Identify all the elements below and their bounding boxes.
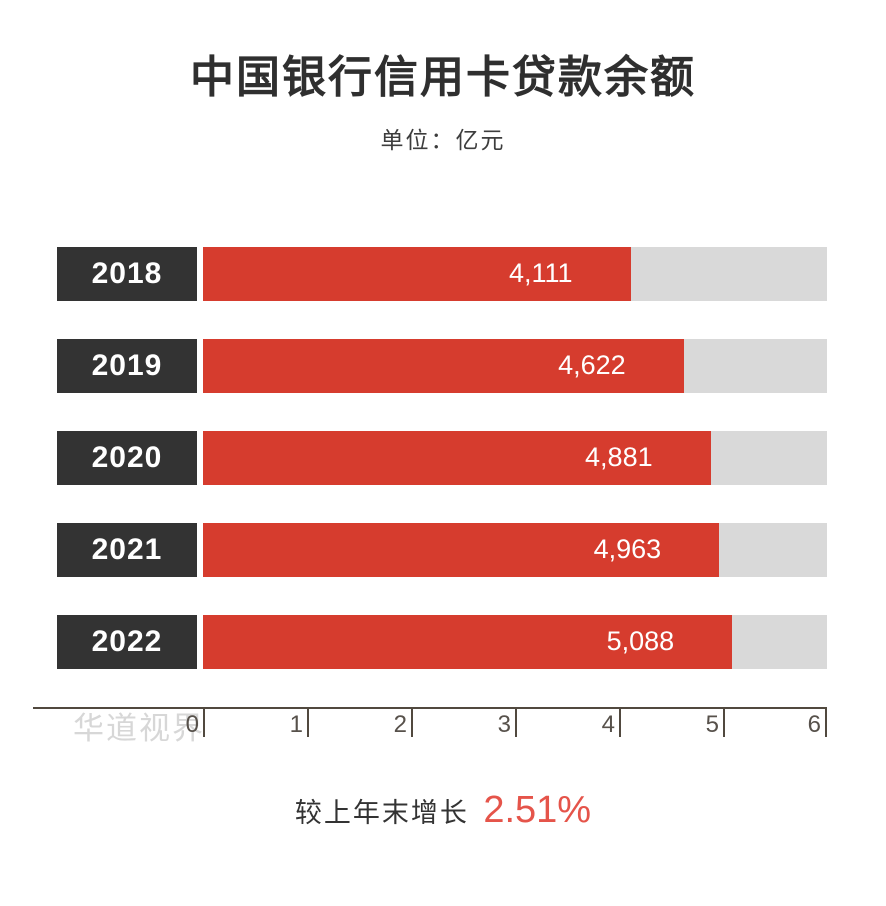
growth-label: 较上年末增长 [294,797,469,828]
bar-2019: 4,622 [203,338,684,393]
chart-row: 2020 4,881 [0,430,886,485]
bar-track: 4,111 [203,246,827,301]
x-axis: 华道视界 0 1 2 3 4 5 6 [33,706,827,746]
bar-track: 4,622 [203,338,827,393]
axis-tick: 6 [808,708,827,738]
year-label-2021: 2021 [57,522,197,577]
axis-tick-label: 4 [601,710,615,738]
axis-tick-label: 1 [289,710,303,738]
axis-tick: 3 [498,708,517,738]
year-label-2019: 2019 [57,338,197,393]
bar-value-label: 4,622 [558,350,626,381]
axis-tick-label: 2 [393,710,407,738]
year-label-2018: 2018 [57,246,197,301]
axis-tick: 0 [186,708,205,738]
bar-track: 5,088 [203,614,827,669]
bar-value-label: 5,088 [606,626,675,657]
axis-tick-label: 0 [185,710,199,738]
bar-2021: 4,963 [203,522,720,577]
chart-row: 2022 5,088 [0,614,886,669]
growth-caption: 较上年末增长 2.51% [0,789,886,832]
growth-value: 2.51% [483,788,592,831]
chart-row: 2019 4,622 [0,338,886,393]
bar-chart: 2018 4,111 2019 4,622 2020 4,881 [0,246,886,746]
chart-row: 2021 4,963 [0,522,886,577]
bar-track: 4,881 [203,430,827,485]
chart-row: 2018 4,111 [0,246,886,301]
axis-tick-label: 5 [705,710,719,738]
axis-tick: 5 [706,708,725,738]
bar-value-label: 4,881 [585,442,653,473]
axis-tick: 2 [394,708,413,738]
axis-tick: 4 [602,708,621,738]
axis-tick-label: 3 [497,710,511,738]
axis-tick-label: 6 [807,710,821,738]
bar-track: 4,963 [203,522,827,577]
axis-tick: 1 [290,708,309,738]
watermark-text: 华道视界 [73,710,205,746]
bar-value-label: 4,963 [593,534,662,565]
year-label-2022: 2022 [57,614,197,669]
bar-2022: 5,088 [203,614,733,669]
unit-label: 单位：亿元 [380,126,506,153]
bar-2018: 4,111 [203,246,631,301]
page-title: 中国银行信用卡贷款余额 [190,53,696,102]
infographic-page: 中国银行信用卡贷款余额 单位：亿元 2018 4,111 2019 4,622 … [0,52,886,906]
bar-2020: 4,881 [203,430,711,485]
bar-value-label: 4,111 [508,258,573,289]
year-label-2020: 2020 [57,430,197,485]
